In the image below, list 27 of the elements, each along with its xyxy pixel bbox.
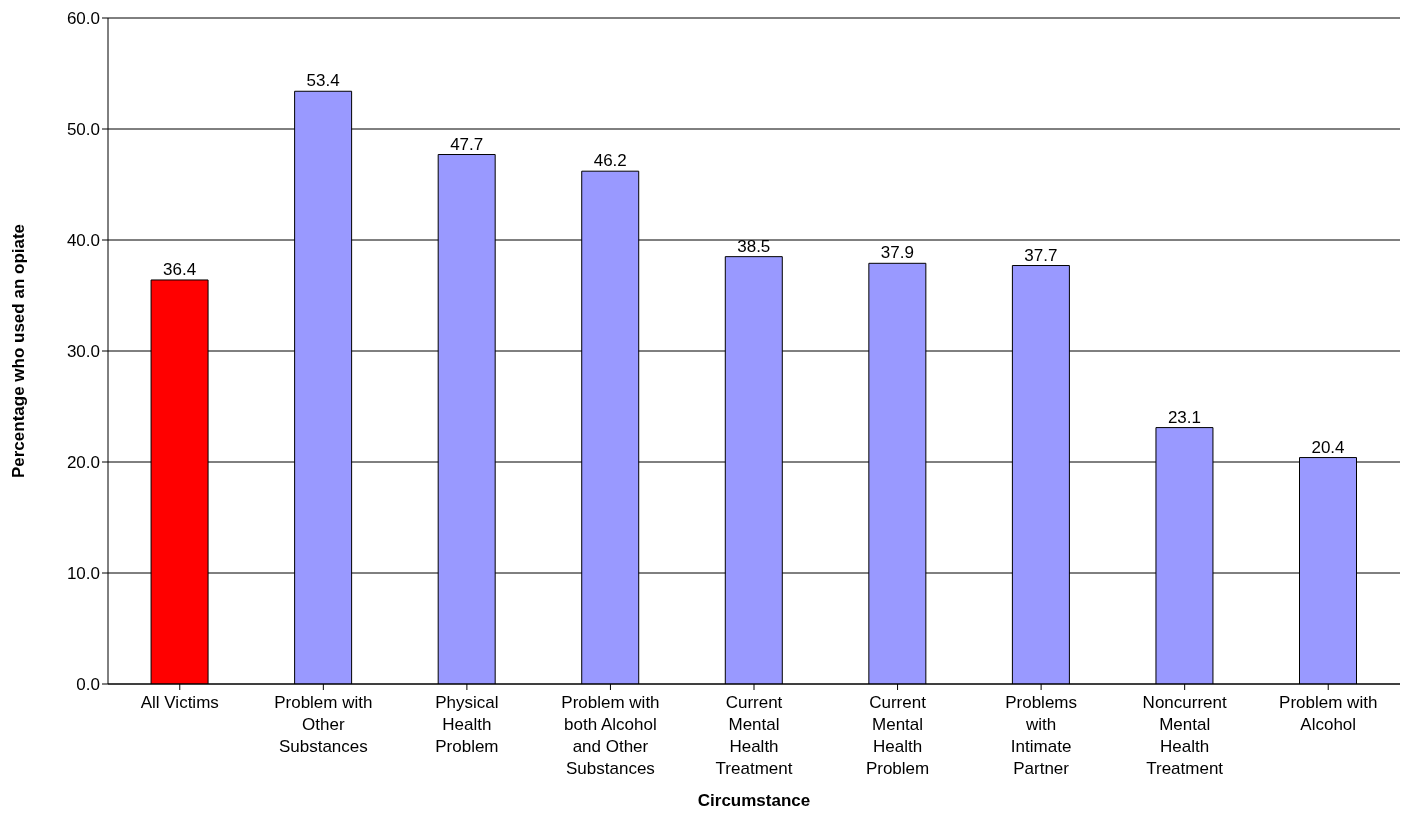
x-tick-label: Problem with Other Substances: [274, 693, 373, 756]
data-label: 37.9: [880, 243, 914, 263]
y-tick-label: 10.0: [66, 564, 100, 584]
data-label: 37.7: [1024, 245, 1058, 265]
x-tick-label: Current Mental Health Problem: [865, 693, 930, 778]
x-tick-label: Problems with Intimate Partner: [1005, 693, 1078, 778]
x-tick-label: Physical Health Problem: [435, 693, 499, 756]
x-tick-label: Problem with Alcohol: [1279, 693, 1378, 734]
y-tick-label: 60.0: [66, 9, 100, 29]
data-label: 20.4: [1311, 437, 1345, 457]
data-label: 36.4: [163, 259, 197, 279]
y-tick-label: 50.0: [66, 120, 100, 140]
y-tick-label: 40.0: [66, 231, 100, 251]
y-tick-label: 0.0: [76, 675, 100, 695]
x-tick-label: Noncurrent Mental Health Treatment: [1142, 693, 1227, 778]
y-tick-label: 30.0: [66, 342, 100, 362]
data-label: 23.1: [1167, 407, 1201, 427]
x-tick-label: Problem with both Alcohol and Other Substances: [561, 693, 660, 778]
data-label: 53.4: [306, 71, 340, 91]
x-tick-label: Current Mental Health Treatment: [715, 693, 793, 778]
data-label: 38.5: [737, 236, 771, 256]
data-label: 46.2: [593, 151, 627, 171]
y-tick-label: 20.0: [66, 453, 100, 473]
x-axis-title: Circumstance: [697, 791, 811, 810]
y-axis-title: Percentage who used an opiate: [9, 223, 29, 479]
x-tick-label: All Victims: [140, 693, 219, 712]
data-label: 47.7: [450, 134, 484, 154]
